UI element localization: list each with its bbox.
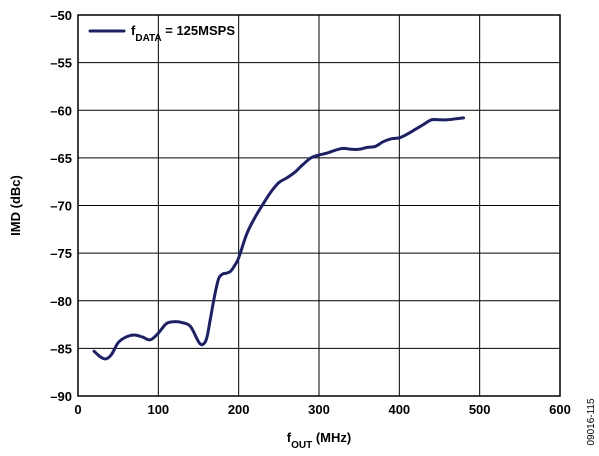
y-tick-label: –90 — [50, 389, 72, 404]
x-tick-label: 500 — [469, 402, 491, 417]
x-tick-label: 100 — [147, 402, 169, 417]
y-tick-label: –80 — [50, 294, 72, 309]
x-axis-title: fOUT (MHz) — [287, 430, 351, 451]
y-tick-label: –75 — [50, 246, 72, 261]
plot-frame — [77, 14, 561, 397]
x-tick-label: 300 — [308, 402, 330, 417]
x-axis-title-rest: (MHz) — [312, 430, 351, 445]
x-tick-label: 0 — [74, 402, 81, 417]
legend-label-rest: = 125MSPS — [162, 23, 236, 38]
x-tick-label: 400 — [388, 402, 410, 417]
y-tick-label: –60 — [50, 103, 72, 118]
y-tick-label: –70 — [50, 199, 72, 214]
y-tick-label: –50 — [50, 8, 72, 23]
y-axis-title: IMD (dBc) — [8, 175, 23, 236]
tick-labels: 0 100 200 300 400 500 600 –90 –85 –80 –75 –70 –65 –60… — [50, 8, 571, 417]
x-tick-label: 600 — [549, 402, 571, 417]
y-tick-label: –85 — [50, 341, 72, 356]
legend-label-main: f — [131, 23, 136, 38]
legend: fDATA = 125MSPS — [88, 23, 235, 44]
x-axis-title-main: f — [287, 430, 292, 445]
x-tick-label: 200 — [228, 402, 250, 417]
x-axis-title-sub: OUT — [291, 440, 312, 451]
gridlines — [78, 15, 560, 396]
series-group — [92, 116, 466, 361]
legend-label-sub: DATA — [135, 33, 161, 44]
legend-label: fDATA = 125MSPS — [131, 23, 235, 44]
series-line — [92, 116, 466, 361]
figure-id: 09016-115 — [586, 398, 597, 446]
y-tick-label: –65 — [50, 151, 72, 166]
y-tick-label: –55 — [50, 56, 72, 71]
